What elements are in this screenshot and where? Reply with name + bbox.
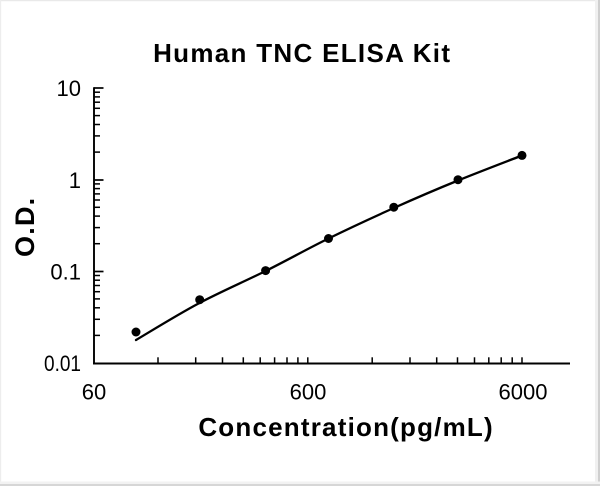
svg-text:Human TNC ELISA Kit: Human TNC ELISA Kit <box>153 38 451 68</box>
svg-text:6000: 6000 <box>499 380 548 405</box>
svg-text:600: 600 <box>290 380 327 405</box>
svg-text:1: 1 <box>69 168 81 193</box>
svg-text:0.01: 0.01 <box>44 351 81 376</box>
svg-text:Concentration(pg/mL): Concentration(pg/mL) <box>198 412 494 442</box>
svg-text:10: 10 <box>57 76 81 101</box>
svg-text:0.1: 0.1 <box>50 260 81 285</box>
svg-text:60: 60 <box>82 380 106 405</box>
svg-text:O.D.: O.D. <box>10 197 40 257</box>
